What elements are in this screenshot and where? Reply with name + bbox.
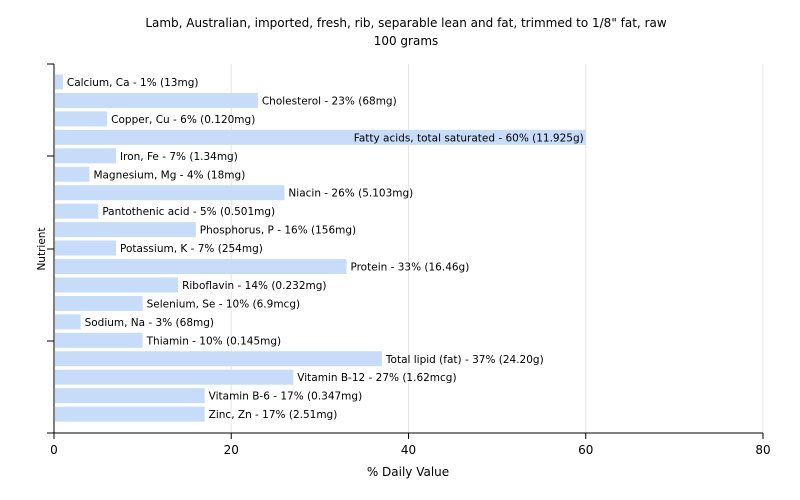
y-axis-ticks — [47, 63, 54, 434]
bar-label: Protein - 33% (16.46g) — [350, 262, 469, 274]
bar-label: Cholesterol - 23% (68mg) — [262, 95, 397, 107]
bar-label: Magnesium, Mg - 4% (18mg) — [93, 169, 245, 181]
bar-label: Riboflavin - 14% (0.232mg) — [182, 280, 326, 292]
bar-label: Selenium, Se - 10% (6.9mcg) — [147, 298, 300, 310]
bar-label: Copper, Cu - 6% (0.120mg) — [111, 114, 255, 126]
bar-label: Vitamin B-6 - 17% (0.347mg) — [209, 391, 363, 403]
chart-subtitle: 100 grams — [374, 34, 439, 48]
bar-magnesium-mg — [55, 166, 90, 182]
bar-label: Sodium, Na - 3% (68mg) — [85, 317, 214, 329]
bar-protein — [55, 259, 347, 274]
bar-label: Phosphorus, P - 16% (156mg) — [200, 225, 356, 237]
bar-niacin — [55, 185, 285, 201]
bar-fatty-acids-total-saturated — [55, 129, 586, 145]
bar-iron-fe — [55, 148, 117, 164]
bar-selenium-se — [55, 295, 143, 311]
x-tick-label: 80 — [755, 443, 770, 457]
bar-label: Zinc, Zn - 17% (2.51mg) — [209, 409, 338, 421]
bar-riboflavin — [55, 277, 179, 293]
bar-label: Niacin - 26% (5.103mg) — [288, 188, 413, 200]
bar-pantothenic-acid — [55, 203, 99, 219]
bar-label: Thiamin - 10% (0.145mg) — [146, 335, 282, 347]
bar-label: Calcium, Ca - 1% (13mg) — [67, 77, 199, 89]
bar-label: Pantothenic acid - 5% (0.501mg) — [102, 206, 275, 218]
bar-label: Fatty acids, total saturated - 60% (11.9… — [354, 132, 584, 144]
bar-vitamin-b-12 — [55, 369, 294, 385]
bar-potassium-k — [55, 240, 117, 256]
bar-label: Vitamin B-12 - 27% (1.62mcg) — [297, 372, 456, 384]
bar-label: Iron, Fe - 7% (1.34mg) — [120, 151, 238, 163]
x-tick-label: 20 — [224, 443, 239, 457]
x-tick-label: 40 — [401, 443, 416, 457]
y-axis-label: Nutrient — [36, 227, 48, 270]
bar-sodium-na — [55, 314, 81, 330]
bar-vitamin-b-6 — [55, 388, 205, 404]
bar-cholesterol — [55, 92, 258, 108]
x-tick-label: 60 — [578, 443, 593, 457]
x-tick-label: 0 — [50, 443, 58, 457]
bar-calcium-ca — [55, 74, 63, 90]
x-axis-ticks: 0 20 40 60 80 — [50, 433, 771, 457]
bar-total-lipid-fat — [55, 351, 382, 367]
bar-labels: Calcium, Ca - 1% (13mg) Cholesterol - 23%… — [67, 77, 584, 421]
bar-label: Total lipid (fat) - 37% (24.20g) — [385, 354, 544, 366]
bar-phosphorus-p — [55, 222, 196, 238]
bar-copper-cu — [55, 111, 108, 127]
bars — [55, 74, 586, 422]
bar-thiamin — [55, 332, 143, 348]
bar-zinc-zn — [55, 406, 205, 422]
chart-title: Lamb, Australian, imported, fresh, rib, … — [145, 16, 667, 30]
bar-label: Potassium, K - 7% (254mg) — [120, 243, 263, 255]
x-axis-label: % Daily Value — [367, 465, 449, 479]
